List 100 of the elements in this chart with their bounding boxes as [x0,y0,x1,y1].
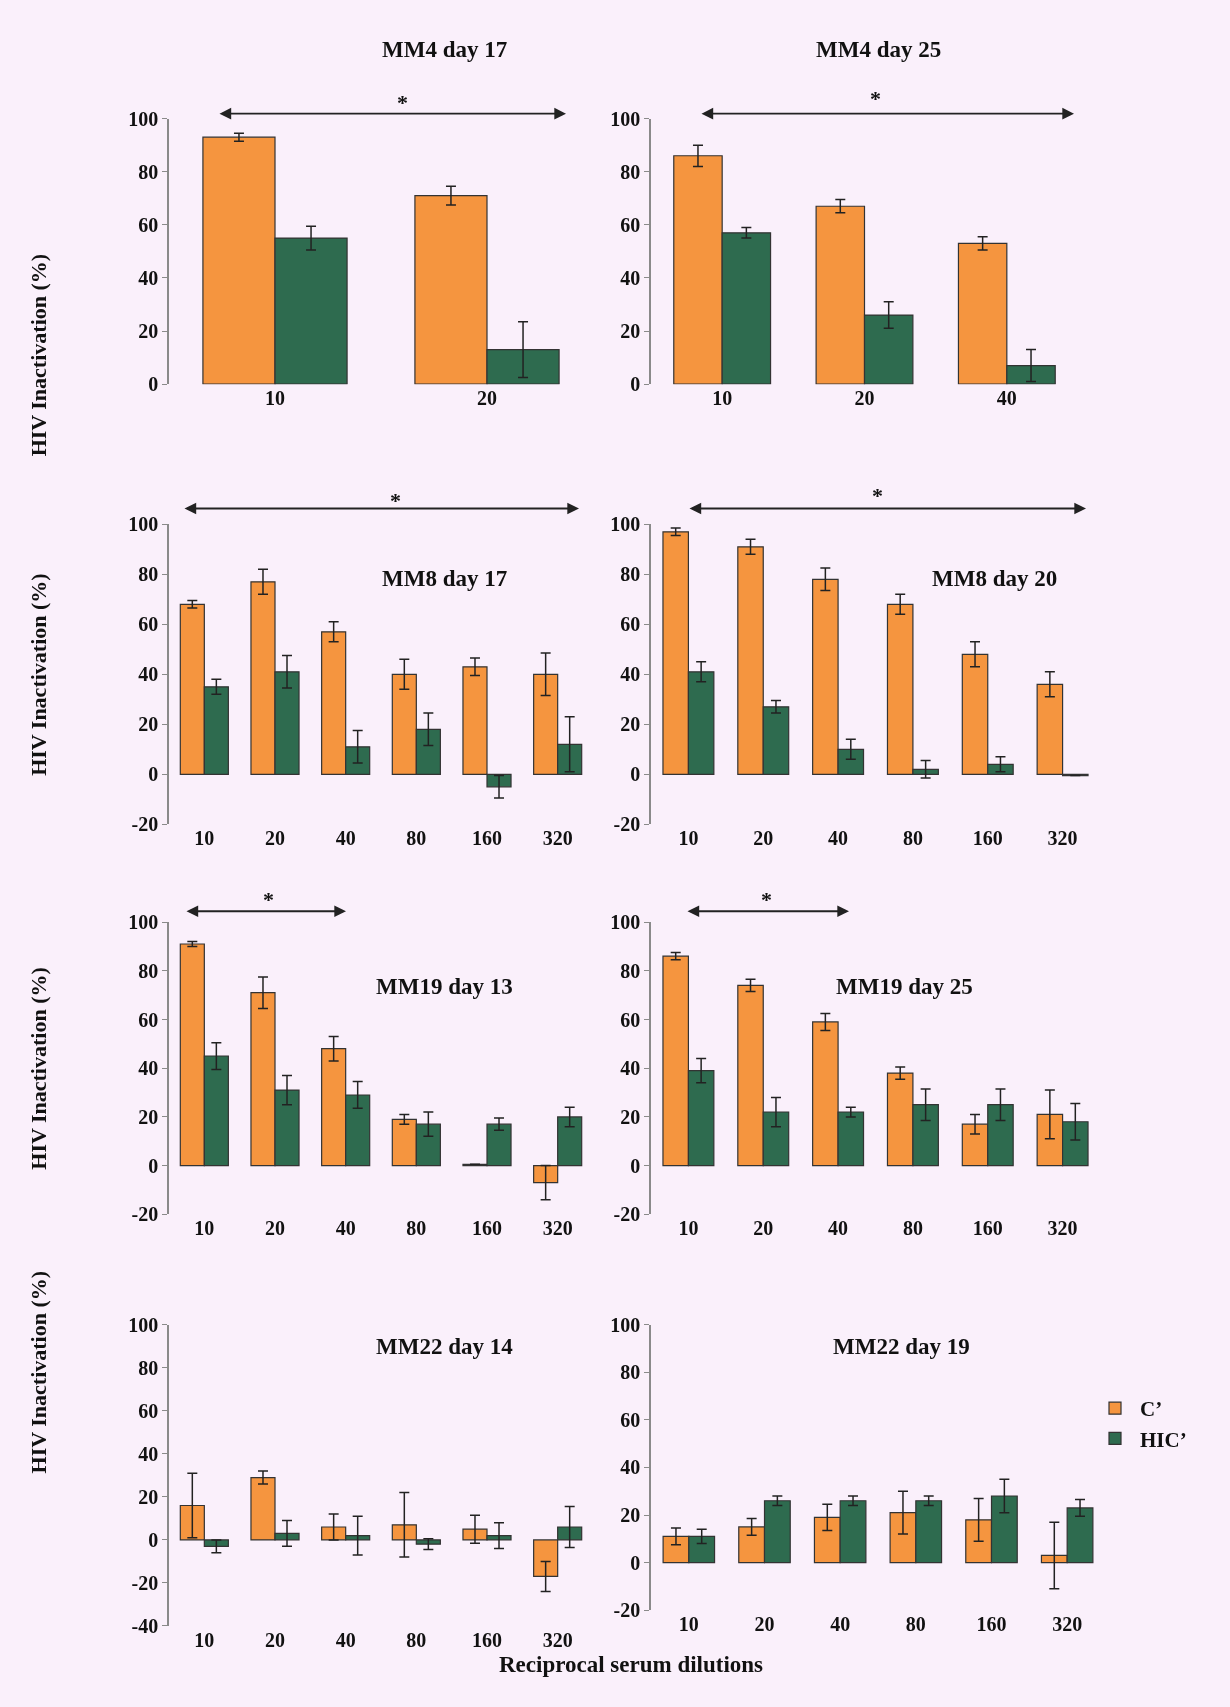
y-tick-label: 40 [620,1456,641,1479]
y-tick-label: 60 [620,1408,641,1431]
y-tick-label: -20 [613,813,641,836]
x-tick-label: 80 [406,1217,427,1240]
x-tick-label: 320 [542,1217,573,1240]
x-tick-label: 80 [902,827,923,850]
x-tick-label: 320 [542,827,573,850]
text: * [761,887,772,912]
y-tick-label: 80 [138,563,159,586]
chart-title: MM4 day 25 [816,37,942,62]
y-tick-label: 20 [620,1105,641,1128]
x-tick-label: 40 [335,827,356,850]
y-tick-label: 40 [620,266,641,289]
y-tick-label: 80 [620,959,641,982]
x-tick-label: 320 [1047,827,1078,850]
y-tick-label: -20 [131,1571,159,1594]
y-tick-label: 60 [620,613,641,636]
y-tick-label: 0 [630,373,641,396]
x-tick-label: 20 [265,827,285,850]
x-tick-label: 160 [472,827,502,850]
y-tick-label: 80 [138,160,159,183]
x-axis-title: Reciprocal serum dilutions [499,1652,764,1677]
y-tick-label: 40 [138,663,159,686]
y-tick-label: 0 [630,763,641,786]
x-tick-label: 20 [754,1613,775,1636]
y-tick-label: 0 [630,1551,641,1574]
x-tick-label: 320 [1052,1613,1083,1636]
y-tick-label: 60 [138,613,159,636]
x-tick-label: 320 [542,1628,573,1651]
y-tick-label: 20 [138,1485,159,1508]
x-tick-label: 80 [406,1628,427,1651]
y-tick-label: -20 [131,813,159,836]
y-tick-label: 100 [610,107,641,130]
y-tick-label: 20 [620,320,641,343]
y-tick-label: 60 [138,213,159,236]
x-tick-label: 10 [194,1217,215,1240]
y-tick-label: 40 [620,663,641,686]
y-axis-title: HIV Inactivation (%) [26,573,52,776]
text: * [390,488,401,513]
text: * [263,887,274,912]
text: MM8 day 20 [932,566,1058,591]
y-tick-label: -20 [613,1203,641,1226]
y-tick-label: 40 [620,1057,641,1080]
y-tick-label: 100 [128,1313,159,1336]
y-tick-label: 0 [148,1154,159,1177]
legend-label: HIC’ [1140,1427,1187,1452]
y-tick-label: 20 [620,713,641,736]
y-tick-label: -20 [613,1599,641,1622]
x-tick-label: 10 [265,387,285,410]
y-tick-label: 60 [620,213,641,236]
chart-title: MM22 day 14 [376,1334,514,1359]
y-tick-label: 100 [610,911,641,934]
y-tick-label: 80 [620,160,641,183]
y-tick-label: 20 [138,320,159,343]
y-tick-label: 80 [138,959,159,982]
x-tick-label: 40 [828,827,849,850]
y-tick-label: 40 [138,266,159,289]
y-tick-label: 0 [148,763,159,786]
x-tick-label: 160 [972,827,1003,850]
x-tick-label: 10 [678,827,699,850]
text: * [870,86,881,111]
x-tick-label: 80 [406,827,427,850]
x-tick-label: 40 [996,387,1017,410]
x-tick-label: 10 [678,1217,699,1240]
y-tick-label: -40 [131,1614,159,1637]
y-tick-label: 80 [138,1356,159,1379]
text: * [397,90,408,115]
chart-title: MM22 day 19 [833,1334,970,1359]
x-tick-label: 10 [194,1628,215,1651]
legend-label: C’ [1140,1397,1163,1422]
y-axis-title: HIV Inactivation (%) [26,967,52,1170]
y-tick-label: 0 [148,1528,159,1551]
y-tick-label: 60 [138,1399,159,1422]
x-tick-label: 10 [678,1613,699,1636]
y-axis-title: HIV Inactivation (%) [25,253,51,457]
y-tick-label: -20 [131,1203,159,1226]
x-tick-label: 160 [472,1628,502,1651]
x-tick-label: 10 [194,827,215,850]
x-tick-label: 20 [753,827,774,850]
x-tick-label: 20 [854,387,875,410]
x-tick-label: 40 [830,1613,851,1636]
x-tick-label: 160 [472,1217,502,1240]
y-tick-label: 0 [148,373,159,396]
x-tick-label: 20 [753,1217,774,1240]
text: MM8 day 17 [382,566,508,591]
x-tick-label: 10 [712,387,733,410]
x-tick-label: 80 [905,1613,926,1636]
y-tick-label: 80 [620,1361,641,1384]
y-tick-label: 100 [128,107,159,130]
y-tick-label: 20 [138,713,159,736]
y-tick-label: 40 [138,1442,159,1465]
x-tick-label: 160 [972,1217,1003,1240]
x-tick-label: 20 [265,1628,285,1651]
y-tick-label: 0 [630,1154,641,1177]
x-tick-label: 40 [828,1217,849,1240]
x-tick-label: 20 [265,1217,285,1240]
x-tick-label: 20 [477,387,497,410]
x-tick-label: 40 [335,1628,356,1651]
y-tick-label: 100 [128,911,159,934]
y-tick-label: 40 [138,1057,159,1080]
